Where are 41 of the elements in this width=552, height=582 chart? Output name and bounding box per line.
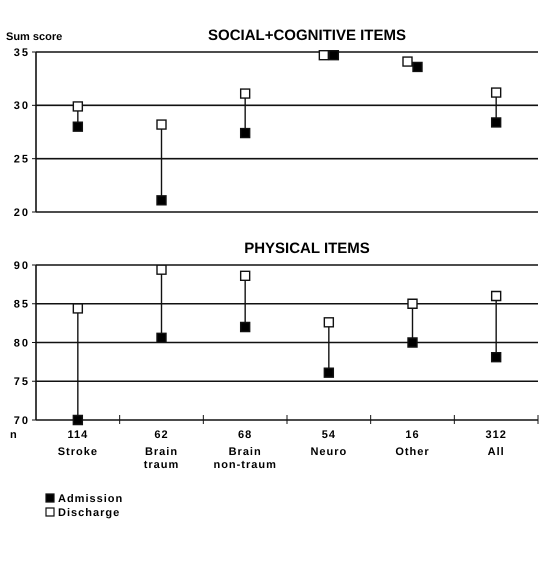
y-tick-label: 20: [14, 206, 30, 219]
point: [156, 195, 167, 206]
y-tick-label: 25: [14, 154, 30, 166]
point: [240, 128, 250, 138]
y-tick-label: 85: [14, 298, 30, 311]
x-axis-title: n: [10, 429, 17, 441]
point: [240, 88, 250, 99]
legend-label: Admission: [58, 492, 124, 505]
point: [490, 290, 502, 302]
x-tick-label: 16 Other: [395, 429, 430, 458]
x-tick-label: 68 Brain non-traum: [213, 429, 277, 471]
point: [324, 317, 334, 328]
y-tick-label: 80: [14, 337, 30, 350]
point: [407, 298, 418, 309]
x-tick-label: 62 Brain traum: [144, 429, 180, 471]
legend-label: Discharge: [58, 506, 120, 519]
chart-title: PHYSICAL ITEMS: [244, 240, 370, 257]
y-tick-label: 30: [14, 100, 30, 112]
y-tick-label: 90: [14, 260, 30, 272]
point: [72, 303, 84, 314]
y-tick-label: 35: [14, 46, 30, 59]
point: [156, 332, 167, 344]
x-tick-label: 54 Neuro: [310, 429, 348, 458]
point: [490, 117, 502, 128]
point: [324, 368, 334, 378]
point: [240, 270, 250, 282]
y-tick-label: 75: [14, 376, 30, 388]
x-tick-label: 312 All: [485, 429, 507, 458]
point: [72, 121, 84, 132]
point: [156, 264, 167, 275]
point: [156, 119, 167, 130]
point: [72, 414, 84, 426]
point: [490, 87, 502, 98]
chart-title: SOCIAL+COGNITIVE ITEMS: [208, 27, 406, 44]
point: [407, 337, 418, 348]
y-tick-label: 70: [14, 414, 30, 427]
y-axis-title: Sum score: [6, 31, 62, 43]
x-tick-label: 114 Stroke: [58, 429, 98, 458]
point: [240, 322, 250, 332]
point: [490, 352, 502, 362]
point: [72, 101, 84, 112]
